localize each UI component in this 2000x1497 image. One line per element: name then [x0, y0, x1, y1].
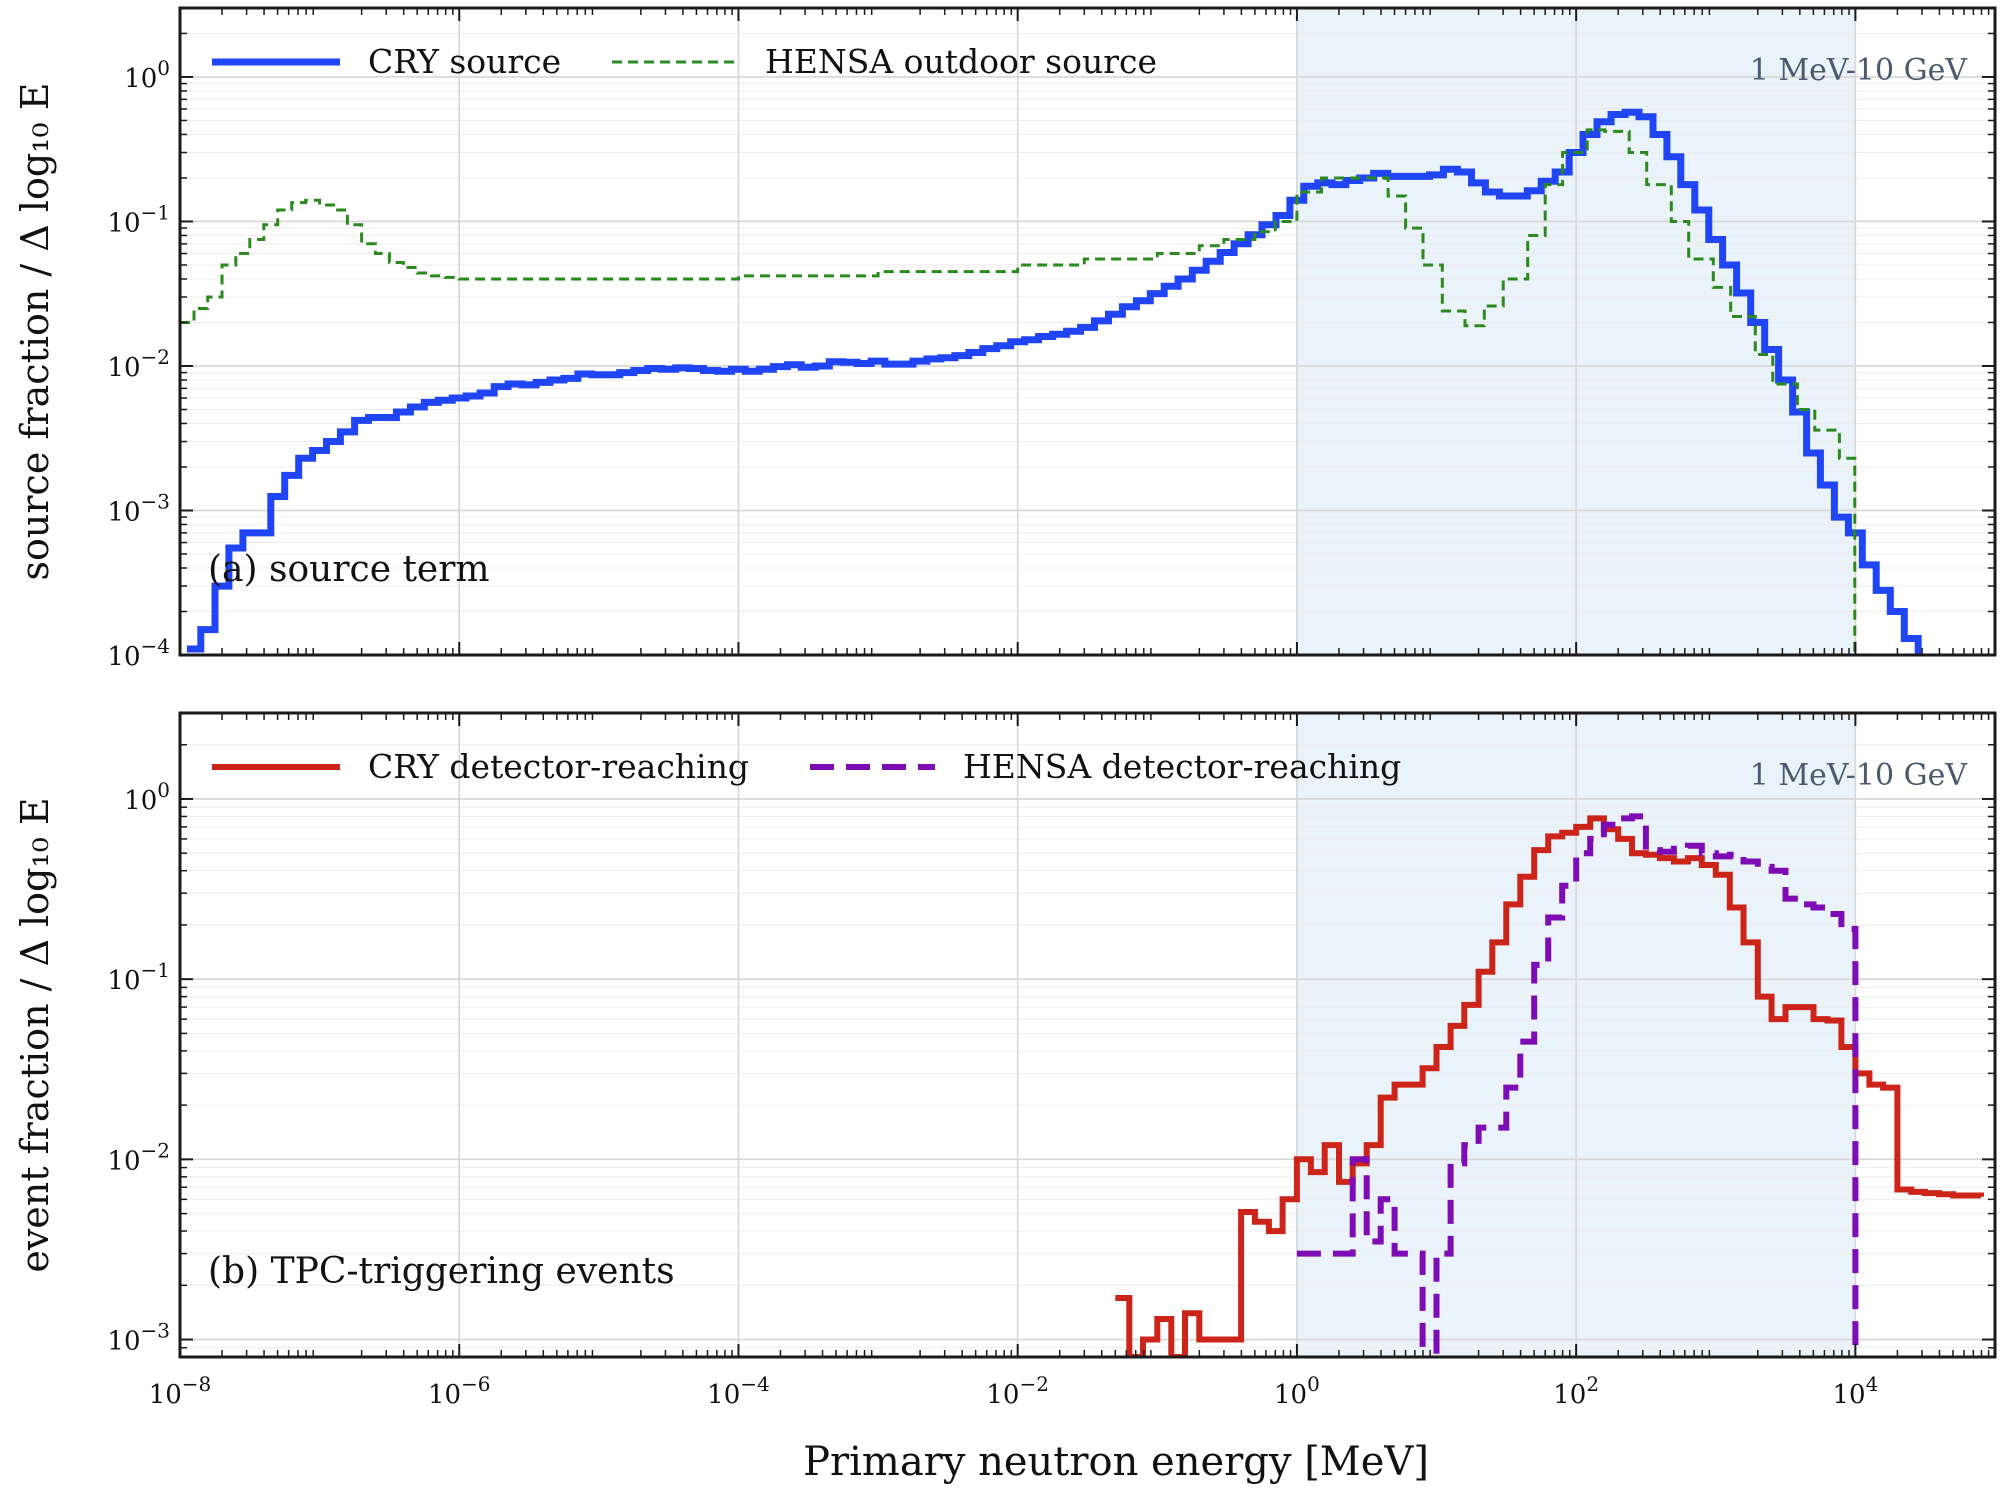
y-tick-label-base: 10 [107, 1146, 140, 1176]
y-tick-label-base: 10 [107, 966, 140, 996]
x-tick-label-base: 10 [1832, 1380, 1865, 1410]
y-tick-label-base: 10 [124, 786, 157, 816]
x-axis-label: Primary neutron energy [MeV] [803, 1439, 1429, 1485]
series-line-0 [1115, 815, 1984, 1357]
y-tick-label-exp: 0 [157, 778, 170, 802]
y-tick-label-base: 10 [107, 642, 140, 672]
energy-range-label: 1 MeV-10 GeV [1750, 53, 1969, 88]
legend-label-0: CRY detector-reaching [368, 747, 749, 786]
y-tick-label: 10−3 [107, 1319, 170, 1357]
energy-range-label: 1 MeV-10 GeV [1750, 758, 1969, 793]
x-tick-label-exp: −2 [1019, 1372, 1048, 1396]
x-tick-label-exp: 2 [1586, 1372, 1599, 1396]
x-tick-label-base: 10 [707, 1380, 740, 1410]
y-tick-label-base: 10 [107, 353, 140, 383]
y-tick-label: 10−2 [107, 1138, 170, 1176]
x-tick-label-exp: 0 [1307, 1372, 1320, 1396]
x-tick-label-exp: −6 [461, 1372, 490, 1396]
x-tick-label-base: 10 [1553, 1380, 1586, 1410]
y-tick-label-exp: −1 [141, 200, 170, 224]
x-tick-label-base: 10 [149, 1380, 182, 1410]
y-tick-label: 10−3 [107, 489, 170, 527]
y-tick-label: 100 [124, 778, 170, 816]
x-tick-label-base: 10 [1274, 1380, 1307, 1410]
y-tick-label-exp: −3 [141, 1319, 170, 1343]
legend-label-1: HENSA outdoor source [765, 42, 1157, 81]
legend-label-0: CRY source [368, 42, 561, 81]
y-tick-label-exp: 0 [157, 56, 170, 80]
series-line-1 [180, 128, 1857, 655]
y-tick-label-exp: −2 [141, 345, 170, 369]
legend-label-1: HENSA detector-reaching [963, 747, 1401, 786]
axes-frame [178, 711, 1997, 1359]
x-tick-label-base: 10 [986, 1380, 1019, 1410]
y-axis-label: source fraction / Δ log₁₀ E [13, 83, 57, 581]
panel-label: (a) source term [208, 549, 490, 590]
x-tick-label: 102 [1553, 1372, 1599, 1410]
x-tick-label: 104 [1832, 1372, 1878, 1410]
y-tick-label-base: 10 [124, 64, 157, 94]
y-tick-label-exp: −1 [141, 958, 170, 982]
series-line-0 [186, 108, 1922, 655]
y-tick-label-base: 10 [107, 208, 140, 238]
y-tick-label-exp: −4 [141, 634, 170, 658]
x-tick-label: 100 [1274, 1372, 1320, 1410]
x-tick-label: 10−6 [428, 1372, 491, 1410]
y-tick-label-exp: −2 [141, 1138, 170, 1162]
x-tick-label-exp: −8 [182, 1372, 211, 1396]
y-tick-label: 100 [124, 56, 170, 94]
y-tick-label-base: 10 [107, 497, 140, 527]
axes-frame [178, 6, 1997, 657]
x-tick-label: 10−2 [986, 1372, 1049, 1410]
y-tick-label-exp: −3 [141, 489, 170, 513]
x-tick-label: 10−8 [149, 1372, 212, 1410]
x-tick-label-base: 10 [428, 1380, 461, 1410]
y-tick-label: 10−1 [107, 958, 170, 996]
x-tick-label-exp: 4 [1866, 1372, 1879, 1396]
x-tick-label-exp: −4 [740, 1372, 769, 1396]
x-tick-label: 10−4 [707, 1372, 770, 1410]
y-axis-label: event fraction / Δ log₁₀ E [13, 797, 57, 1272]
series-line-1 [1296, 813, 1859, 1357]
y-tick-label: 10−1 [107, 200, 170, 238]
y-tick-label: 10−4 [107, 634, 170, 672]
y-tick-label-base: 10 [107, 1327, 140, 1357]
panel-label: (b) TPC-triggering events [208, 1251, 675, 1292]
y-tick-label: 10−2 [107, 345, 170, 383]
